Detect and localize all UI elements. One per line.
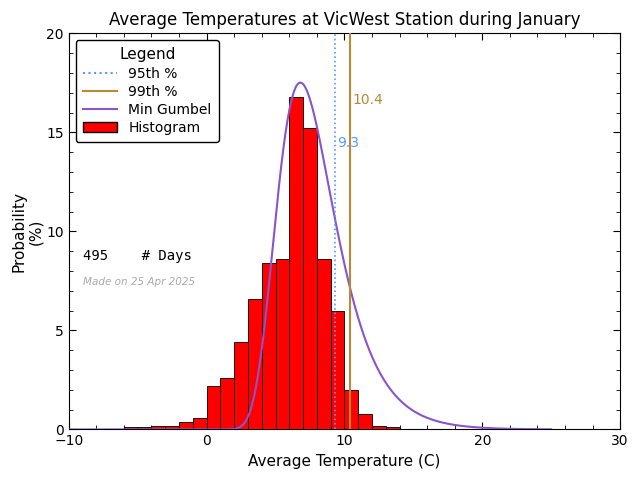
Bar bbox=[262, 263, 276, 430]
Text: 9.3: 9.3 bbox=[337, 136, 360, 150]
Bar bbox=[331, 311, 344, 430]
Bar bbox=[138, 428, 152, 430]
Bar bbox=[152, 425, 165, 430]
Text: 10.4: 10.4 bbox=[353, 93, 383, 107]
Bar bbox=[358, 414, 372, 430]
Bar bbox=[372, 425, 386, 430]
Bar bbox=[124, 428, 138, 430]
Legend: 95th %, 99th %, Min Gumbel, Histogram: 95th %, 99th %, Min Gumbel, Histogram bbox=[76, 40, 219, 142]
Bar bbox=[344, 390, 358, 430]
Bar bbox=[276, 259, 289, 430]
Bar bbox=[234, 342, 248, 430]
Bar bbox=[207, 386, 220, 430]
Bar bbox=[289, 97, 303, 430]
X-axis label: Average Temperature (C): Average Temperature (C) bbox=[248, 454, 441, 469]
Text: Made on 25 Apr 2025: Made on 25 Apr 2025 bbox=[83, 277, 195, 287]
Y-axis label: Probability
(%): Probability (%) bbox=[11, 191, 44, 272]
Bar bbox=[303, 129, 317, 430]
Bar bbox=[193, 418, 207, 430]
Bar bbox=[248, 299, 262, 430]
Bar bbox=[220, 378, 234, 430]
Text: 495    # Days: 495 # Days bbox=[83, 249, 191, 263]
Bar bbox=[165, 425, 179, 430]
Bar bbox=[179, 421, 193, 430]
Bar bbox=[317, 259, 331, 430]
Bar bbox=[386, 428, 399, 430]
Title: Average Temperatures at VicWest Station during January: Average Temperatures at VicWest Station … bbox=[109, 11, 580, 29]
